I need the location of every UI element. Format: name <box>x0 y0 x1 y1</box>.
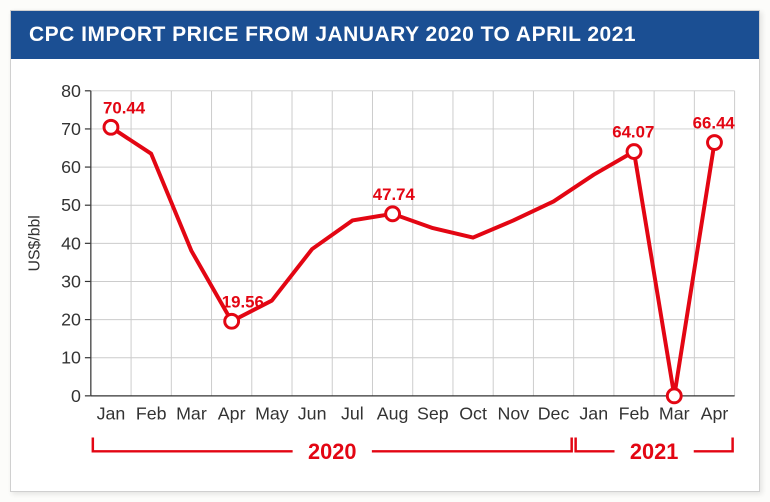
y-tick-label: 60 <box>61 157 81 177</box>
x-tick-label: Aug <box>377 404 409 424</box>
y-tick-label: 50 <box>61 195 81 215</box>
x-tick-label: Mar <box>176 404 207 424</box>
x-tick-label: May <box>255 404 289 424</box>
y-tick-label: 20 <box>61 310 81 330</box>
y-tick-label: 80 <box>61 81 81 101</box>
y-tick-label: 0 <box>71 386 81 406</box>
year-label: 2021 <box>630 439 678 464</box>
chart-title: CPC IMPORT PRICE FROM JANUARY 2020 TO AP… <box>11 11 759 59</box>
x-tick-label: Apr <box>218 404 246 424</box>
chart-area: 0 10 20 30 40 50 60 70 80 US$/bbl Jan Feb Mar Apr May J… <box>11 59 759 491</box>
data-label: 19.56 <box>222 292 264 311</box>
year-label: 2020 <box>308 439 356 464</box>
data-label: 47.74 <box>373 185 416 204</box>
line-chart: 0 10 20 30 40 50 60 70 80 US$/bbl Jan Feb Mar Apr May J… <box>19 71 749 483</box>
y-tick-label: 70 <box>61 119 81 139</box>
data-label: 64.07 <box>612 123 654 142</box>
x-tick-label: Mar <box>659 404 690 424</box>
x-tick-label: Sep <box>417 404 449 424</box>
x-tick-label: Jun <box>298 404 327 424</box>
data-marker <box>225 314 239 328</box>
x-tick-label: Jul <box>341 404 364 424</box>
x-tick-label: Dec <box>538 404 570 424</box>
x-tick-label: Feb <box>136 404 167 424</box>
data-marker <box>104 120 118 134</box>
y-axis-title: US$/bbl <box>26 215 43 271</box>
x-tick-label: Oct <box>459 404 487 424</box>
chart-card: CPC IMPORT PRICE FROM JANUARY 2020 TO AP… <box>10 10 760 492</box>
data-marker <box>386 207 400 221</box>
data-label: 66.44 <box>693 114 736 133</box>
x-tick-label: Jan <box>579 404 608 424</box>
data-marker <box>627 145 641 159</box>
x-tick-label: Feb <box>619 404 650 424</box>
x-tick-label: Jan <box>97 404 126 424</box>
x-tick-label: Nov <box>497 404 529 424</box>
data-marker <box>708 136 722 150</box>
y-tick-label: 40 <box>61 233 81 253</box>
data-label: 70.44 <box>103 98 146 117</box>
y-tick-label: 10 <box>61 348 81 368</box>
y-tick-label: 30 <box>61 271 81 291</box>
x-tick-label: Apr <box>701 404 729 424</box>
data-marker <box>667 389 681 403</box>
